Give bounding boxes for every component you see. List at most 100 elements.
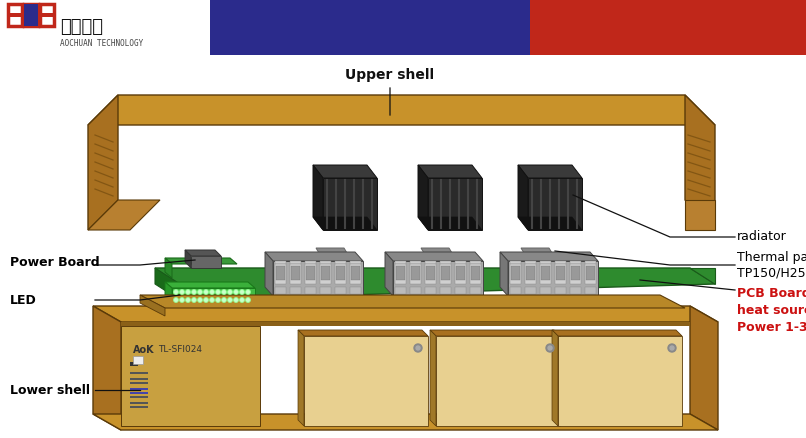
Polygon shape xyxy=(500,252,598,261)
Bar xyxy=(440,264,451,284)
Polygon shape xyxy=(93,306,121,430)
Polygon shape xyxy=(685,200,715,230)
Circle shape xyxy=(186,290,190,294)
Bar xyxy=(570,287,581,294)
Bar xyxy=(471,266,480,280)
Circle shape xyxy=(197,290,202,294)
Bar xyxy=(555,264,566,284)
Bar xyxy=(396,266,405,280)
Polygon shape xyxy=(418,217,482,230)
Polygon shape xyxy=(313,165,323,230)
Bar xyxy=(411,266,420,280)
Bar xyxy=(425,264,436,284)
Circle shape xyxy=(222,290,226,294)
Polygon shape xyxy=(685,95,715,230)
Polygon shape xyxy=(418,165,428,230)
Polygon shape xyxy=(121,322,690,326)
Bar xyxy=(585,264,596,284)
Bar xyxy=(585,287,596,294)
Circle shape xyxy=(193,291,195,293)
Bar xyxy=(526,266,535,280)
Polygon shape xyxy=(298,330,428,336)
Circle shape xyxy=(222,299,225,301)
Polygon shape xyxy=(88,200,160,230)
Circle shape xyxy=(199,291,202,293)
Bar xyxy=(350,287,361,294)
Bar xyxy=(130,396,148,398)
Text: PCB Board
heat source
Power 1-3W: PCB Board heat source Power 1-3W xyxy=(737,287,806,334)
Circle shape xyxy=(217,291,219,293)
Text: 傲川科技: 傲川科技 xyxy=(60,18,103,36)
Circle shape xyxy=(246,290,250,294)
Text: AOCHUAN TECHNOLOGY: AOCHUAN TECHNOLOGY xyxy=(60,39,143,49)
Text: AoK: AoK xyxy=(133,345,155,355)
Bar xyxy=(320,287,331,294)
Bar xyxy=(275,287,286,294)
Circle shape xyxy=(205,299,207,301)
Text: radiator: radiator xyxy=(737,230,787,244)
Bar xyxy=(351,266,360,280)
Circle shape xyxy=(180,298,185,302)
Circle shape xyxy=(228,290,232,294)
Circle shape xyxy=(197,298,202,302)
Polygon shape xyxy=(430,330,560,336)
Bar xyxy=(510,264,521,284)
Bar xyxy=(8,4,22,26)
Bar xyxy=(24,4,38,26)
Bar xyxy=(130,372,148,374)
Polygon shape xyxy=(335,261,346,264)
Bar xyxy=(540,264,551,284)
Bar xyxy=(510,287,521,294)
Circle shape xyxy=(247,291,249,293)
Circle shape xyxy=(241,291,243,293)
Bar xyxy=(130,378,148,380)
Circle shape xyxy=(222,291,225,293)
Circle shape xyxy=(192,298,196,302)
Polygon shape xyxy=(298,330,304,426)
Polygon shape xyxy=(320,261,331,264)
Bar xyxy=(130,406,148,408)
Bar xyxy=(276,266,285,280)
Polygon shape xyxy=(555,261,566,264)
Polygon shape xyxy=(440,261,451,264)
Polygon shape xyxy=(350,261,361,264)
Polygon shape xyxy=(552,330,682,336)
Bar xyxy=(410,287,421,294)
Circle shape xyxy=(211,291,214,293)
Bar xyxy=(540,287,551,294)
Polygon shape xyxy=(265,252,363,261)
Polygon shape xyxy=(316,248,347,253)
Circle shape xyxy=(205,291,207,293)
Circle shape xyxy=(216,298,220,302)
Circle shape xyxy=(416,346,420,350)
Polygon shape xyxy=(275,261,286,264)
Polygon shape xyxy=(395,261,406,264)
Circle shape xyxy=(229,291,231,293)
Bar xyxy=(350,264,361,284)
Circle shape xyxy=(546,344,554,352)
Bar xyxy=(455,287,466,294)
Bar xyxy=(290,287,301,294)
Text: Upper shell: Upper shell xyxy=(346,68,434,82)
Bar xyxy=(470,264,481,284)
Text: Lower shell: Lower shell xyxy=(10,384,90,396)
Bar xyxy=(24,4,38,26)
Bar xyxy=(441,266,450,280)
Polygon shape xyxy=(313,165,377,178)
Bar xyxy=(395,287,406,294)
Bar xyxy=(440,287,451,294)
Polygon shape xyxy=(393,261,483,296)
Bar xyxy=(133,356,143,364)
Text: Power Board: Power Board xyxy=(10,255,100,268)
Polygon shape xyxy=(525,261,536,264)
Polygon shape xyxy=(165,258,237,264)
Circle shape xyxy=(186,298,190,302)
Bar xyxy=(410,264,421,284)
Circle shape xyxy=(548,346,552,350)
Circle shape xyxy=(235,291,237,293)
Circle shape xyxy=(240,298,244,302)
Circle shape xyxy=(216,290,220,294)
Circle shape xyxy=(181,299,183,301)
Polygon shape xyxy=(540,261,551,264)
Polygon shape xyxy=(165,282,172,308)
